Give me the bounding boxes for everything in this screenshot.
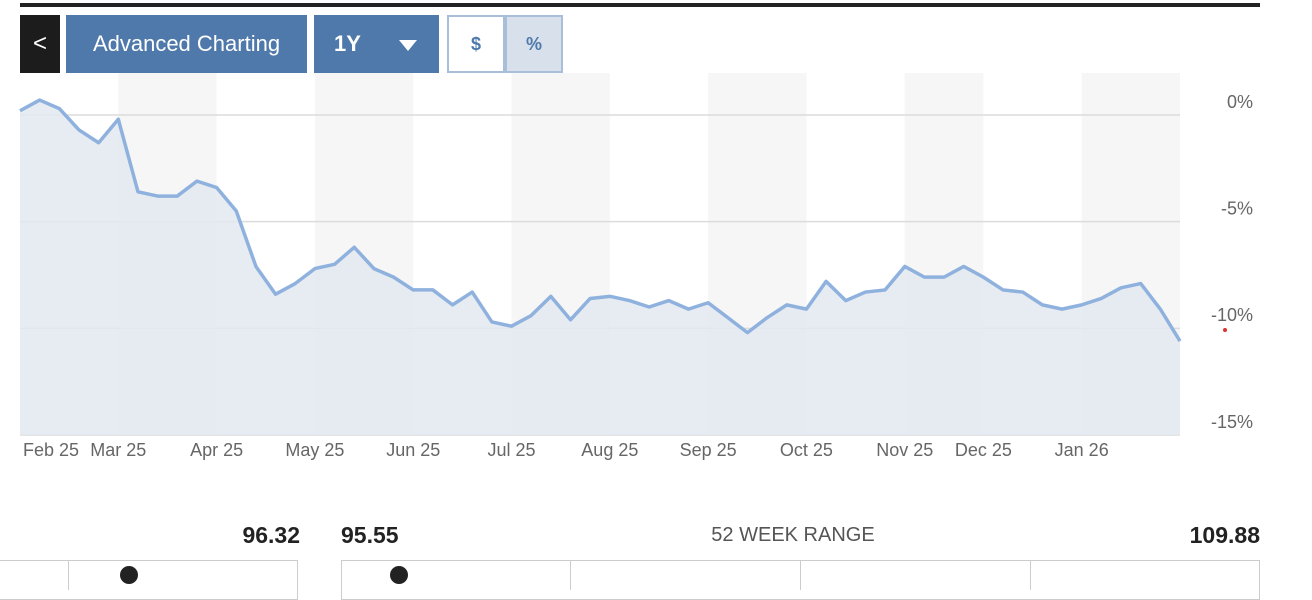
day-range-bar <box>0 560 298 600</box>
top-rule <box>20 3 1260 7</box>
chart: Feb 25 Mar 25 Apr 25 May 25 Jun 25 Jul 25 Aug … <box>19 91 1253 460</box>
advanced-charting-button[interactable]: Advanced Charting <box>66 15 307 73</box>
x-tick-label: Dec 25 <box>955 440 1012 460</box>
x-tick-label: Nov 25 <box>876 440 933 460</box>
divider <box>800 560 801 590</box>
day-range-dot <box>120 566 138 584</box>
area-fill <box>20 100 1180 436</box>
y-tick-label: -5% <box>1221 198 1253 218</box>
y-tick-label: -10% <box>1211 305 1253 325</box>
x-tick-label: Jun 25 <box>386 440 440 460</box>
percent-toggle[interactable]: % <box>505 15 563 73</box>
price-line <box>19 98 1182 343</box>
range-high: 109.88 <box>1189 522 1260 548</box>
price: 96.32 <box>242 522 300 548</box>
marker-dot <box>1223 328 1227 332</box>
x-tick-label: Sep 25 <box>680 440 737 460</box>
range-dropdown[interactable]: 1Y <box>314 15 439 73</box>
divider <box>68 560 69 590</box>
x-tick-label: Oct 25 <box>780 440 833 460</box>
x-tick-label: Feb 25 <box>23 440 79 460</box>
dropdown-arrow <box>399 40 417 51</box>
range-label: 52 WEEK RANGE <box>711 524 875 546</box>
week-range-dot <box>390 566 409 584</box>
divider <box>570 560 571 590</box>
x-tick-label: Jan 26 <box>1055 440 1109 460</box>
page: < Advanced Charting 1Y $ % Feb 25 Mar 25 A… <box>0 3 1260 600</box>
y-tick-label: -15% <box>1211 412 1253 432</box>
dollar-toggle[interactable]: $ <box>447 15 505 73</box>
x-tick-label: Apr 25 <box>190 440 243 460</box>
divider <box>1030 560 1031 590</box>
x-tick-label: Mar 25 <box>90 440 146 460</box>
y-tick-label: 0% <box>1227 92 1253 112</box>
x-tick-label: May 25 <box>285 440 344 460</box>
plot <box>19 98 1182 436</box>
range-label: 1Y <box>334 31 361 56</box>
range-low: 95.55 <box>341 522 399 548</box>
x-tick-label: Jul 25 <box>488 440 536 460</box>
back-button[interactable]: < <box>20 15 60 73</box>
x-tick-label: Aug 25 <box>581 440 638 460</box>
